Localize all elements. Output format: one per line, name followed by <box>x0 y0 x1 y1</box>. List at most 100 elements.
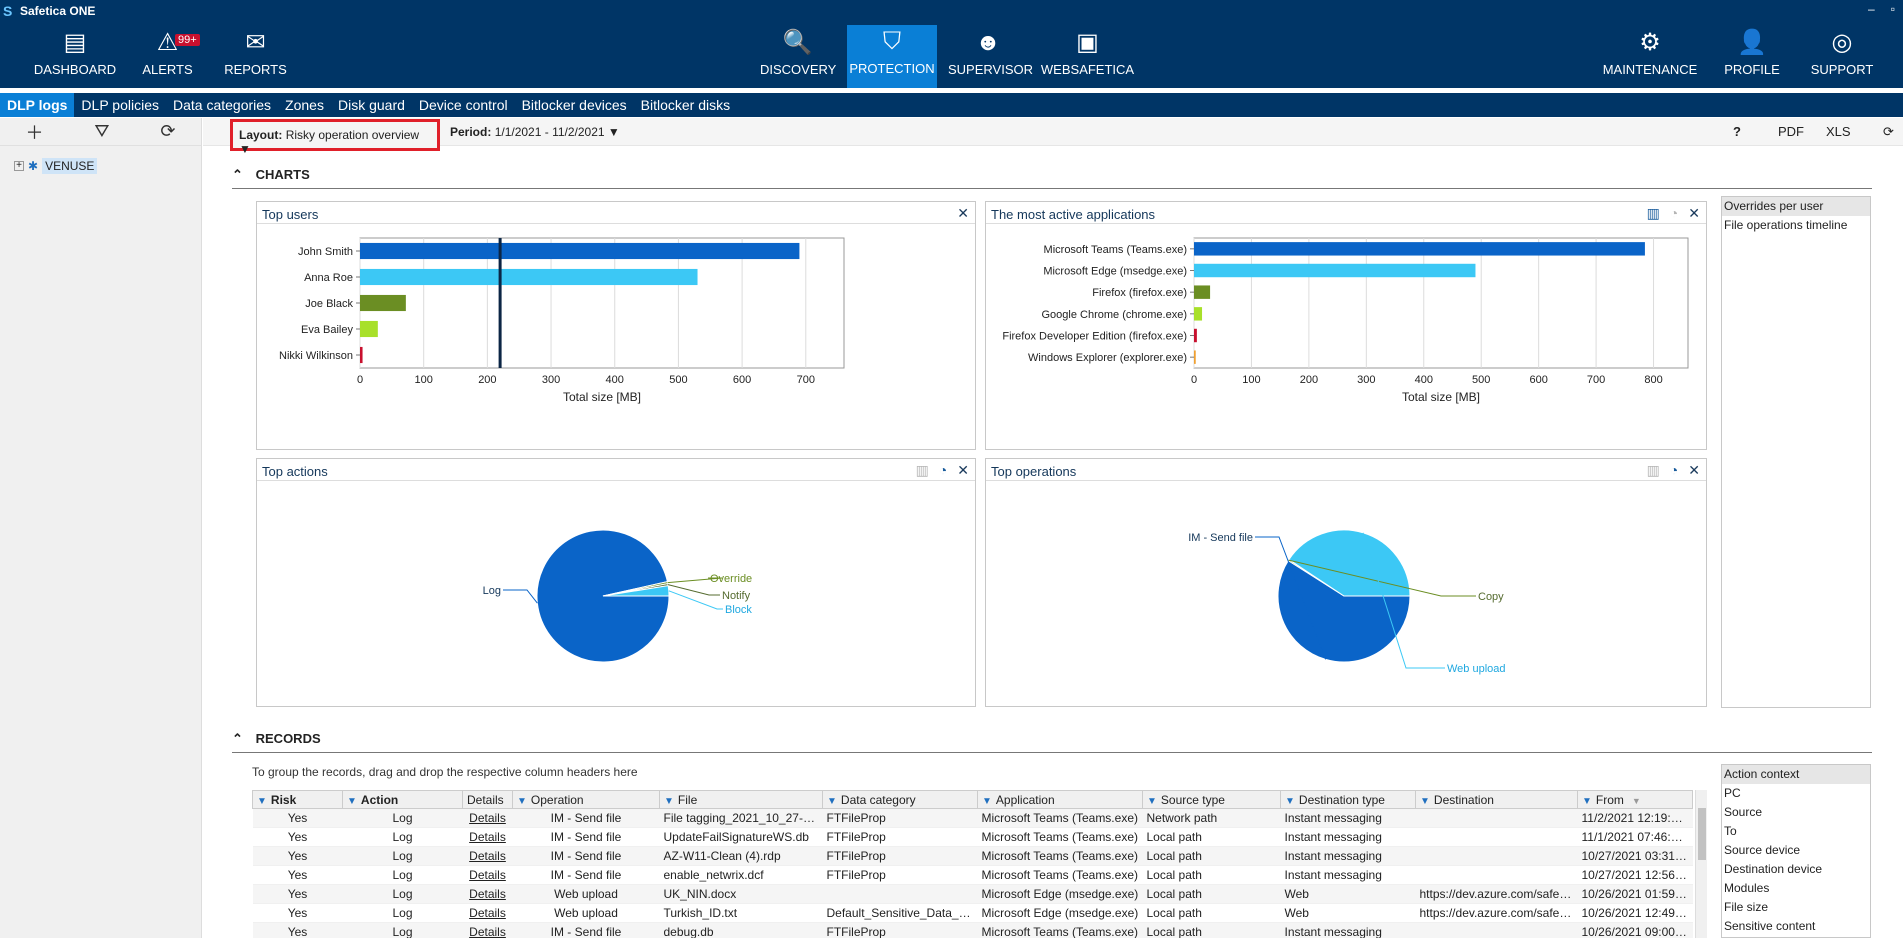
column-list-item[interactable]: Destination device <box>1724 862 1823 876</box>
scrollbar-thumb[interactable] <box>1698 808 1706 860</box>
pie-slice[interactable] <box>602 585 670 597</box>
nav-maintenance[interactable]: ⚙ MAINTENANCE <box>1600 26 1700 88</box>
pie-chart-icon[interactable]: ◔ <box>938 462 948 478</box>
help-button[interactable]: ? <box>1733 124 1741 139</box>
bar[interactable] <box>360 346 363 364</box>
bar[interactable] <box>1194 307 1203 321</box>
export-xls-button[interactable]: XLS <box>1826 124 1851 139</box>
cell-details[interactable]: Details <box>462 903 513 923</box>
column-header-application[interactable]: ▼ Application <box>977 790 1143 809</box>
column-header-source-type[interactable]: ▼ Source type <box>1142 790 1281 809</box>
column-header-file[interactable]: ▼ File <box>659 790 823 809</box>
column-list-item[interactable]: Source <box>1724 805 1763 819</box>
column-header-from[interactable]: ▼ From ▼ <box>1577 790 1693 809</box>
nav-protection[interactable]: ⛉ PROTECTION <box>847 25 937 88</box>
cell-details[interactable]: Details <box>462 865 513 885</box>
chart-list-item-overrides[interactable]: Overrides per user <box>1722 197 1870 216</box>
filter-icon[interactable]: ▼ <box>257 795 267 807</box>
filter-icon[interactable]: ⛛ <box>94 121 110 141</box>
table-row[interactable]: Yes Log Details IM - Send file enable_netwri… <box>252 865 1693 885</box>
table-row[interactable]: Yes Log Details IM - Send file UpdateFailSig… <box>252 827 1693 847</box>
add-icon[interactable]: ＋ <box>25 122 44 143</box>
nav-supervisor[interactable]: ☻ SUPERVISOR <box>948 26 1033 88</box>
bar[interactable] <box>1194 263 1476 278</box>
filter-icon[interactable]: ▼ <box>982 795 992 807</box>
bar[interactable] <box>1194 328 1197 343</box>
bar[interactable] <box>1194 242 1645 256</box>
column-list-item[interactable]: Sensitive content <box>1724 919 1816 933</box>
filter-icon[interactable]: ▼ <box>827 795 837 807</box>
filter-icon[interactable]: ▼ <box>1147 795 1157 807</box>
cell-details[interactable]: Details <box>462 922 513 938</box>
cell-details[interactable]: Details <box>462 827 513 847</box>
table-row[interactable]: Yes Log Details Web upload UK_NIN.docx Micros… <box>252 884 1693 904</box>
column-list-item[interactable]: Modules <box>1724 881 1770 895</box>
column-header-risk[interactable]: ▼ Risk <box>252 790 343 809</box>
nav-reports[interactable]: ✉ REPORTS <box>218 26 293 88</box>
bar-chart-icon[interactable]: ▥ <box>915 462 929 478</box>
records-section-header[interactable]: ⌃ RECORDS <box>232 731 1872 753</box>
collapse-icon[interactable]: ⌃ <box>232 167 243 182</box>
bar[interactable] <box>1194 285 1211 299</box>
column-list-item[interactable]: Action context <box>1722 765 1870 784</box>
bar[interactable] <box>1194 350 1196 364</box>
column-header-data-category[interactable]: ▼ Data category <box>822 790 978 809</box>
charts-section-header[interactable]: ⌃ CHARTS <box>232 167 1872 189</box>
column-header-operation[interactable]: ▼ Operation <box>512 790 660 809</box>
cell-details[interactable]: Details <box>462 846 513 866</box>
close-icon[interactable]: ✕ <box>1688 462 1700 478</box>
column-list-item[interactable]: To <box>1724 824 1737 838</box>
tree-node-root[interactable]: + ✱ VENUSE <box>14 158 98 174</box>
table-row[interactable]: Yes Log Details IM - Send file debug.db FTFil… <box>252 922 1693 938</box>
nav-alerts[interactable]: ⚠ ALERTS 99+ <box>130 26 205 88</box>
pie-chart-icon[interactable]: ◔ <box>1669 462 1679 478</box>
pie-chart-icon[interactable]: ◔ <box>1669 205 1679 221</box>
tab-dlp-policies[interactable]: DLP policies <box>81 97 159 113</box>
refresh-icon[interactable]: ⟳ <box>160 121 176 141</box>
minimize-button[interactable]: – <box>1868 2 1875 16</box>
tab-data-categories[interactable]: Data categories <box>172 97 272 113</box>
tab-disk-guard[interactable]: Disk guard <box>337 97 405 113</box>
cell-details[interactable]: Details <box>462 884 513 904</box>
filter-icon[interactable]: ▼ <box>347 795 357 807</box>
column-list-item[interactable]: Source device <box>1724 843 1801 857</box>
cell-details[interactable]: Details <box>462 808 513 828</box>
table-row[interactable]: Yes Log Details IM - Send file AZ-W11-Clean … <box>252 846 1693 866</box>
column-header-destination[interactable]: ▼ Destination <box>1415 790 1578 809</box>
nav-profile[interactable]: 👤 PROFILE <box>1712 26 1792 88</box>
column-list-item[interactable]: File size <box>1724 900 1769 914</box>
close-icon[interactable]: ✕ <box>1688 205 1700 221</box>
tab-bitlocker-devices[interactable]: Bitlocker devices <box>521 97 627 113</box>
period-selector[interactable]: Period: 1/1/2021 - 11/2/2021 ▼ <box>450 125 620 139</box>
table-row[interactable]: Yes Log Details Web upload Turkish_ID.txt Def… <box>252 903 1693 923</box>
column-header-action[interactable]: ▼ Action <box>342 790 463 809</box>
maximize-button[interactable]: ▫ <box>1890 2 1895 16</box>
bar[interactable] <box>360 294 406 312</box>
table-row[interactable]: Yes Log Details IM - Send file File tagging_… <box>252 808 1693 828</box>
tab-device-control[interactable]: Device control <box>418 97 508 113</box>
filter-icon[interactable]: ▼ <box>664 795 674 807</box>
column-header-destination-type[interactable]: ▼ Destination type <box>1280 790 1416 809</box>
tab-dlp-logs[interactable]: DLP logs <box>0 93 75 117</box>
layout-selector[interactable]: Layout: Risky operation overview ▼ <box>230 119 440 156</box>
bar[interactable] <box>360 320 378 338</box>
bar-chart-icon[interactable]: ▥ <box>1646 205 1660 221</box>
filter-icon[interactable]: ▼ <box>1420 795 1430 807</box>
filter-icon[interactable]: ▼ <box>1285 795 1295 807</box>
bar[interactable] <box>360 242 800 260</box>
export-pdf-button[interactable]: PDF <box>1778 124 1804 139</box>
records-vertical-scrollbar[interactable] <box>1695 790 1707 938</box>
nav-support[interactable]: ◎ SUPPORT <box>1802 26 1882 88</box>
chart-list-item-timeline[interactable]: File operations timeline <box>1724 218 1848 232</box>
filter-icon[interactable]: ▼ <box>517 795 527 807</box>
bar[interactable] <box>360 268 698 286</box>
column-list-item[interactable]: PC <box>1724 786 1741 800</box>
filter-icon[interactable]: ▼ <box>1582 795 1592 807</box>
expand-icon[interactable]: + <box>14 161 24 171</box>
column-header-details[interactable]: Details <box>462 790 513 809</box>
tab-bitlocker-disks[interactable]: Bitlocker disks <box>640 97 731 113</box>
collapse-icon[interactable]: ⌃ <box>232 731 243 746</box>
nav-discovery[interactable]: 🔍 DISCOVERY <box>760 26 836 88</box>
sort-descending-icon[interactable]: ▼ <box>1631 795 1641 806</box>
nav-websafetica[interactable]: ▣ WEBSAFETICA <box>1040 26 1135 88</box>
